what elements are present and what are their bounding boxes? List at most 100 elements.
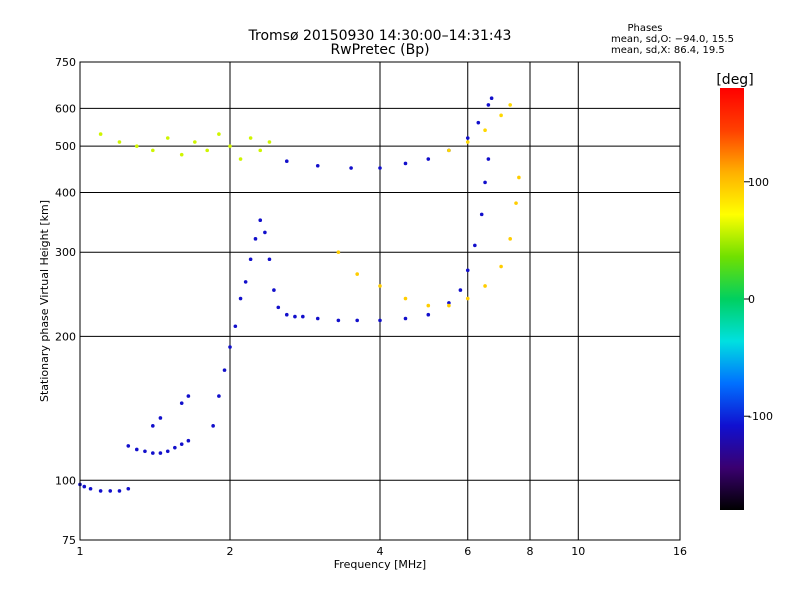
data-point [355,272,359,276]
data-point [211,424,215,428]
data-point [238,157,243,161]
x-axis-ticks: 1 2 4 6 8 10 16 [77,545,688,558]
data-point [179,152,184,157]
data-point [276,305,281,310]
data-point [151,451,155,455]
y-tick-label: 600 [55,102,76,115]
data-point [151,148,155,153]
data-point [483,284,487,288]
data-point [253,237,258,241]
data-point [378,166,382,170]
chart-subtitle: RwPretec (Bp) [330,42,429,58]
data-point [514,201,518,205]
data-point [248,136,253,140]
data-point [483,128,487,132]
data-point [205,148,209,153]
x-tick-label: 6 [464,545,471,558]
y-tick-label: 100 [55,474,76,487]
data-point [98,132,103,136]
data-point [315,316,320,321]
data-point [82,484,87,489]
data-point [238,296,243,301]
data-point [179,442,184,446]
data-point [108,489,113,493]
data-point [293,314,297,319]
data-point [126,444,131,448]
y-tick-label: 400 [55,186,76,199]
data-point [486,103,491,107]
colorbar-ticks: 100 0 -100 [744,176,773,423]
data-point [315,163,320,168]
chart-title: Tromsø 20150930 14:30:00–14:31:43 [248,28,512,44]
data-point [301,314,305,319]
data-points [78,96,521,493]
data-point [258,148,263,153]
data-point [403,296,408,301]
data-point [489,96,494,100]
grid-lines [80,62,680,540]
data-point [186,394,191,398]
data-point [349,166,353,170]
data-point [465,136,470,140]
data-point [499,264,503,269]
data-point [426,303,431,308]
data-point [458,288,463,292]
colorbar-tick-label: 100 [748,176,769,189]
data-point [499,113,503,118]
data-point [465,268,470,273]
data-point [228,345,232,349]
data-point [233,324,238,329]
data-point [465,140,470,144]
data-point [267,140,272,144]
data-point [258,218,263,223]
data-point [165,136,170,140]
data-point [248,257,253,262]
data-point [336,250,341,255]
data-point [158,416,163,420]
data-point [151,424,155,428]
data-point [378,284,382,288]
data-point [378,318,382,323]
data-point [508,237,512,241]
x-tick-label: 10 [571,545,585,558]
data-point [465,296,470,301]
data-point [222,368,227,372]
x-tick-label: 1 [77,545,84,558]
data-point [217,132,221,136]
data-point [158,451,163,455]
data-point [117,140,122,144]
y-tick-label: 300 [55,246,76,259]
x-axis-label: Frequency [MHz] [334,558,426,571]
data-point [476,120,481,125]
data-point [143,449,147,454]
data-point [186,438,191,443]
legend-title: Phases [627,23,662,34]
colorbar-label: [deg] [716,72,753,88]
data-point [403,161,408,166]
y-tick-label: 750 [55,56,76,69]
data-point [284,159,289,164]
data-point [228,144,232,148]
x-tick-label: 4 [377,545,384,558]
data-point [134,447,139,452]
x-tick-label: 2 [227,545,234,558]
data-point [336,318,341,323]
data-point [126,486,131,491]
data-point [173,445,177,450]
data-point [272,288,276,292]
data-point [447,148,451,153]
data-point [243,280,248,284]
plot-frame [79,61,681,541]
data-point [517,175,521,180]
y-axis-ticks: 75 100 200 300 400 500 600 750 [55,56,76,547]
data-point [483,180,487,185]
colorbar [720,88,744,510]
data-point [479,212,484,217]
data-point [447,301,451,305]
y-tick-label: 75 [62,534,76,547]
data-point [486,157,491,161]
data-point [403,316,408,321]
data-point [473,243,477,248]
data-point [447,303,451,308]
